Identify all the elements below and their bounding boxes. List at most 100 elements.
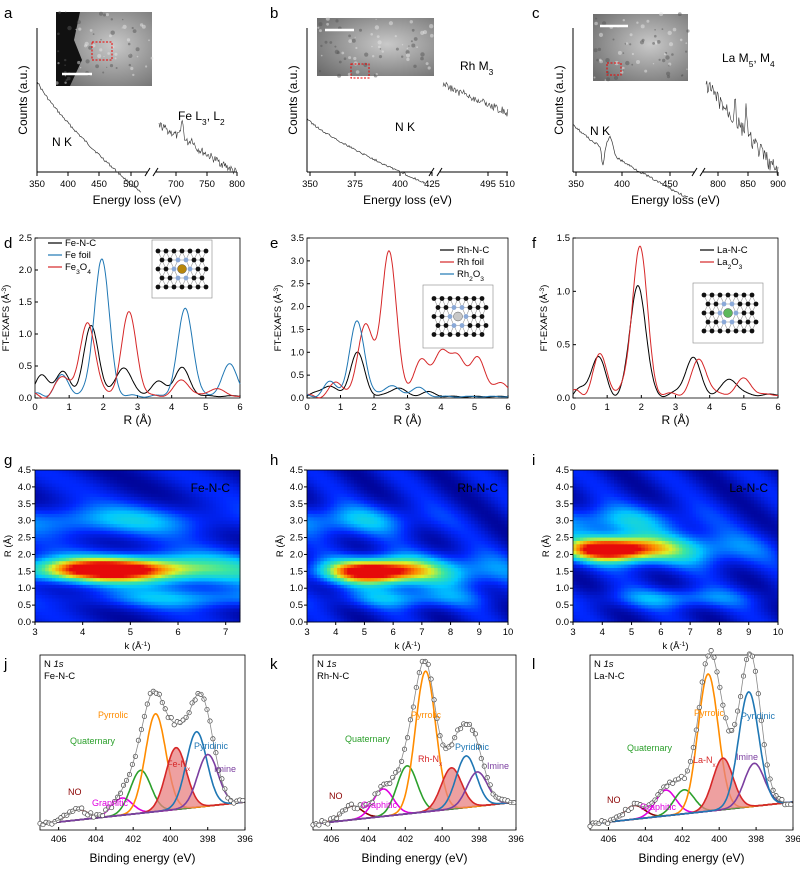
- image-grain: [677, 12, 682, 17]
- heatmap-cell: [41, 483, 46, 488]
- heatmap-cell: [140, 493, 145, 498]
- heatmap-cell: [313, 594, 318, 599]
- haadf-inset-image: [55, 11, 154, 86]
- heatmap-cell: [310, 574, 315, 579]
- heatmap-cell: [76, 554, 80, 559]
- heatmap-cell: [327, 571, 331, 576]
- heatmap-cell: [414, 530, 418, 535]
- heatmap-cell: [144, 547, 149, 552]
- heatmap-cell: [41, 601, 46, 606]
- heatmap-cell: [140, 574, 145, 579]
- heatmap-cell: [209, 571, 214, 576]
- heatmap-cell: [199, 551, 203, 555]
- heatmap-cell: [410, 588, 415, 592]
- heatmap-cell: [400, 561, 405, 565]
- heatmap-cell: [140, 500, 145, 505]
- heatmap-cell: [175, 571, 179, 576]
- heatmap-cell: [96, 544, 101, 549]
- heatmap-cell: [236, 527, 241, 532]
- heatmap-cell: [147, 540, 152, 545]
- heatmap-cell: [384, 497, 388, 501]
- heatmap-cell: [394, 594, 398, 599]
- heatmap-cell: [185, 486, 190, 491]
- heatmap-cell: [79, 594, 84, 599]
- heatmap-cell: [353, 537, 358, 542]
- heatmap-cell: [397, 551, 402, 555]
- heatmap-cell: [120, 561, 125, 565]
- heatmap-cell: [205, 547, 210, 552]
- heatmap-cell: [171, 574, 176, 579]
- heatmap-cell: [168, 551, 173, 555]
- heatmap-cell: [370, 520, 375, 525]
- heatmap-cell: [307, 571, 311, 576]
- heatmap-cell: [45, 581, 50, 586]
- heatmap-cell: [113, 483, 118, 488]
- heatmap-cell: [384, 581, 388, 586]
- heatmap-cell: [168, 581, 173, 586]
- carbon-atom: [705, 301, 711, 307]
- heatmap-cell: [195, 581, 200, 586]
- heatmap-cell: [86, 554, 91, 559]
- image-grain: [427, 66, 431, 70]
- heatmap-cell: [178, 561, 183, 565]
- heatmap-cell: [357, 571, 361, 576]
- heatmap-cell: [233, 547, 237, 552]
- heatmap-cell: [120, 594, 125, 599]
- heatmap-cell: [117, 490, 121, 495]
- heatmap-cell: [35, 470, 39, 474]
- heatmap-cell: [48, 503, 53, 508]
- heatmap-cell: [158, 517, 162, 522]
- heatmap-cell: [384, 605, 388, 609]
- heatmap-cell: [161, 551, 166, 555]
- x-tick-label: 3: [405, 402, 410, 413]
- heatmap-cell: [76, 534, 80, 538]
- heatmap-cell: [380, 554, 385, 559]
- heatmap-cell: [188, 517, 193, 522]
- heatmap-cell: [229, 578, 234, 582]
- heatmap-cell: [151, 598, 155, 603]
- heatmap-cell: [161, 567, 166, 572]
- heatmap-cell: [236, 483, 241, 488]
- heatmap-cell: [317, 483, 321, 488]
- heatmap-cell: [307, 497, 311, 501]
- edge-label-n-k: N K: [395, 120, 415, 134]
- heatmap-cell: [357, 540, 361, 545]
- heatmap-cell: [380, 605, 385, 609]
- heatmap-cell: [52, 551, 56, 555]
- heatmap-cell: [130, 486, 135, 491]
- heatmap-cell: [79, 527, 84, 532]
- heatmap-cell: [178, 497, 183, 501]
- heatmap-cell: [69, 480, 73, 484]
- heatmap-cell: [350, 517, 355, 522]
- heatmap-cell: [103, 578, 108, 582]
- heatmap-cell: [41, 611, 46, 616]
- image-grain: [594, 21, 598, 26]
- heatmap-cell: [387, 584, 392, 589]
- heatmap-cell: [164, 520, 169, 525]
- heatmap-cell: [414, 554, 418, 559]
- heatmap-cell: [72, 547, 77, 552]
- heatmap-cell: [330, 534, 335, 538]
- heatmap-cell: [178, 554, 183, 559]
- heatmap-cell: [62, 520, 67, 525]
- heatmap-cell: [76, 493, 80, 498]
- heatmap-cell: [236, 493, 241, 498]
- heatmap-cell: [192, 513, 196, 518]
- heatmap-cell: [188, 571, 193, 576]
- heatmap-cell: [199, 594, 203, 599]
- heatmap-cell: [233, 605, 237, 609]
- heatmap-cell: [320, 476, 325, 481]
- heatmap-cell: [387, 507, 392, 511]
- heatmap-cell: [76, 618, 80, 623]
- heatmap-cell: [76, 497, 80, 501]
- heatmap-cell: [313, 527, 318, 532]
- heatmap-cell: [226, 547, 231, 552]
- heatmap-cell: [69, 493, 73, 498]
- heatmap-cell: [52, 537, 56, 542]
- heatmap-cell: [72, 561, 77, 565]
- image-grain: [605, 58, 610, 63]
- heatmap-cell: [212, 618, 217, 623]
- heatmap-cell: [55, 608, 60, 613]
- heatmap-cell: [93, 513, 97, 518]
- heatmap-cell: [65, 524, 70, 528]
